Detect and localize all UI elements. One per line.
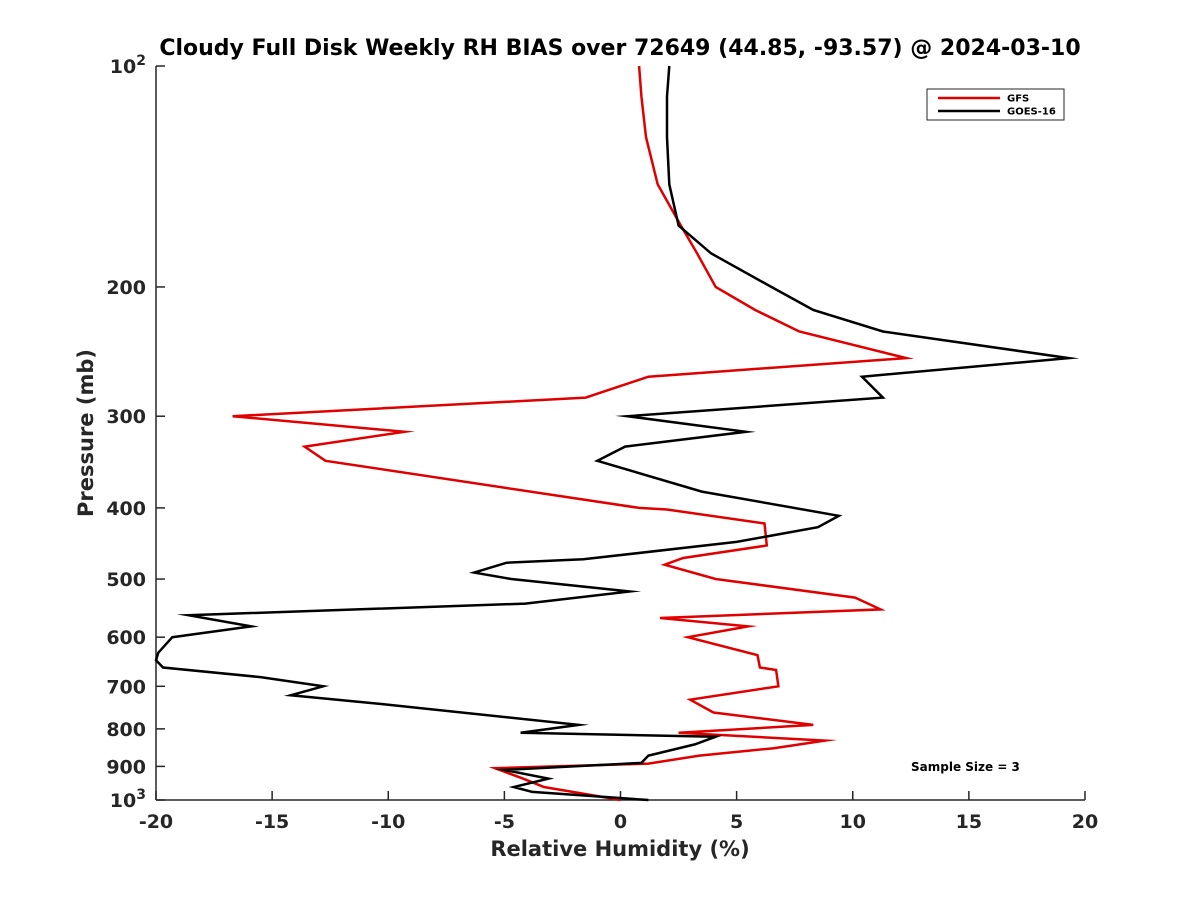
axes bbox=[155, 66, 1085, 801]
sample-size-annotation: Sample Size = 3 bbox=[911, 760, 1020, 774]
x-tick-label: -20 bbox=[139, 811, 173, 833]
y-tick-label: 600 bbox=[106, 627, 146, 649]
y-tick-label: 300 bbox=[106, 406, 146, 428]
y-tick-exponent: 3 bbox=[136, 787, 146, 803]
y-tick-label: 400 bbox=[106, 498, 146, 520]
y-tick-label: 102 bbox=[110, 53, 146, 78]
x-tick-label: 20 bbox=[1072, 811, 1098, 833]
legend-box bbox=[926, 88, 1065, 121]
x-tick-label: -15 bbox=[255, 811, 289, 833]
legend: GFS GOES-16 bbox=[926, 88, 1065, 121]
y-tick-base: 10 bbox=[110, 56, 136, 78]
y-tick-label: 800 bbox=[106, 719, 146, 741]
legend-label-goes-16: GOES-16 bbox=[1007, 107, 1056, 118]
y-tick-exponent: 2 bbox=[136, 53, 146, 69]
y-tick-label: 103 bbox=[110, 787, 146, 812]
plot-lines bbox=[154, 65, 1080, 802]
x-axis-label: Relative Humidity (%) bbox=[490, 837, 749, 861]
x-tick-label: -10 bbox=[371, 811, 405, 833]
x-ticks: -20 -15 -10 -5 0 5 10 15 20 bbox=[139, 791, 1098, 833]
x-tick-label: 5 bbox=[730, 811, 743, 833]
y-tick-label: 200 bbox=[106, 277, 146, 299]
x-tick-label: 0 bbox=[614, 811, 627, 833]
y-axis-label: Pressure (mb) bbox=[74, 349, 98, 517]
chart-title: Cloudy Full Disk Weekly RH BIAS over 726… bbox=[159, 36, 1080, 61]
series-line-gfs bbox=[232, 65, 915, 802]
legend-label-gfs: GFS bbox=[1007, 94, 1029, 105]
x-tick-label: 15 bbox=[956, 811, 982, 833]
series-line-goes-16 bbox=[154, 65, 1080, 802]
y-tick-base: 10 bbox=[110, 790, 136, 812]
y-tick-label: 900 bbox=[106, 756, 146, 778]
x-tick-label: 10 bbox=[840, 811, 866, 833]
y-tick-label: 500 bbox=[106, 569, 146, 591]
y-tick-label: 700 bbox=[106, 676, 146, 698]
x-tick-label: -5 bbox=[494, 811, 515, 833]
